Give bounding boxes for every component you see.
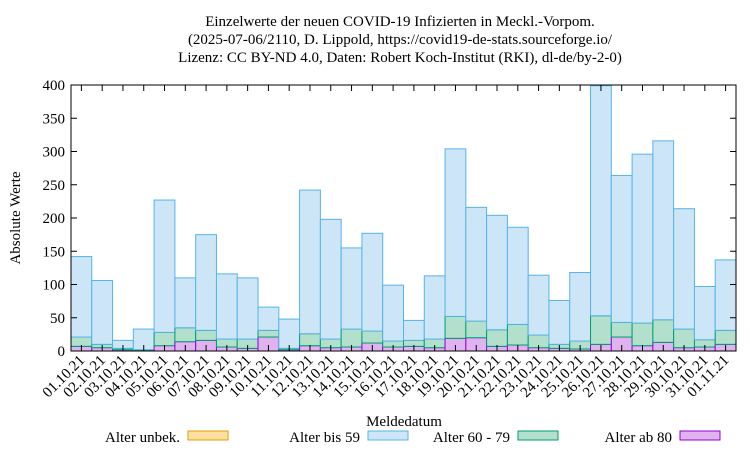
bar (548, 299, 571, 345)
bar (673, 208, 695, 330)
y-tick-label: 0 (58, 344, 66, 360)
bar (465, 320, 488, 339)
bar (673, 328, 695, 349)
bar (70, 336, 93, 347)
bar (569, 272, 592, 342)
y-tick-label: 50 (50, 311, 65, 327)
bar (590, 85, 612, 317)
chart-subtitle: (2025-07-06/2110, D. Lippold, https://co… (188, 32, 613, 48)
bar (382, 284, 404, 342)
bar (361, 330, 384, 344)
bar (215, 273, 238, 340)
y-tick-label: 250 (43, 178, 66, 194)
bar (506, 226, 529, 325)
y-tick-label: 150 (43, 244, 66, 260)
y-tick-label: 350 (43, 111, 66, 127)
chart-title: Einzelwerte der neuen COVID-19 Infiziert… (205, 14, 595, 30)
bar (195, 329, 217, 341)
bar (631, 322, 654, 347)
bar (361, 232, 384, 332)
bar (70, 256, 93, 338)
bar (444, 148, 467, 317)
legend-label: Alter ab 80 (605, 430, 672, 446)
bar (423, 275, 446, 340)
bar (174, 327, 197, 343)
chart-subtitle: Lizenz: CC BY-ND 4.0, Daten: Robert Koch… (178, 50, 622, 66)
bar (527, 274, 550, 336)
plot-frame (70, 84, 737, 352)
bar (340, 247, 363, 330)
bar (486, 214, 508, 331)
bar (465, 206, 488, 322)
legend-label: Alter 60 - 79 (433, 430, 510, 446)
bar (299, 333, 321, 347)
bar (340, 328, 363, 348)
bar (153, 199, 176, 333)
x-axis-label: Meldedatum (366, 414, 442, 430)
y-tick-label: 400 (43, 78, 66, 94)
bar (486, 329, 508, 347)
bar (590, 315, 612, 345)
legend-swatch (517, 430, 559, 441)
bar (714, 329, 737, 345)
y-tick-label: 300 (43, 145, 66, 161)
y-tick-label: 100 (43, 278, 66, 294)
legend-swatch (367, 430, 409, 441)
bar (195, 234, 217, 331)
bar (257, 306, 280, 331)
bar (714, 259, 737, 331)
legend-swatch (187, 430, 229, 441)
bar (403, 319, 425, 341)
bar (444, 315, 467, 339)
legend-label: Alter unbek. (105, 430, 180, 446)
bar (693, 285, 716, 341)
bar (631, 153, 654, 324)
legend-swatch (679, 430, 721, 441)
bar (236, 277, 259, 340)
bar (257, 329, 280, 338)
bar (610, 321, 633, 338)
bar (319, 218, 342, 340)
bar (652, 140, 675, 321)
bar (299, 189, 321, 335)
y-tick-label: 200 (43, 211, 66, 227)
bar (610, 174, 633, 323)
bar (278, 318, 301, 349)
bar (174, 277, 197, 329)
y-axis-label: Absolute Werte (8, 171, 24, 264)
bar (153, 331, 176, 347)
legend-label: Alter bis 59 (289, 430, 360, 446)
bar (506, 323, 529, 346)
bar (652, 319, 675, 343)
bar (91, 280, 114, 345)
